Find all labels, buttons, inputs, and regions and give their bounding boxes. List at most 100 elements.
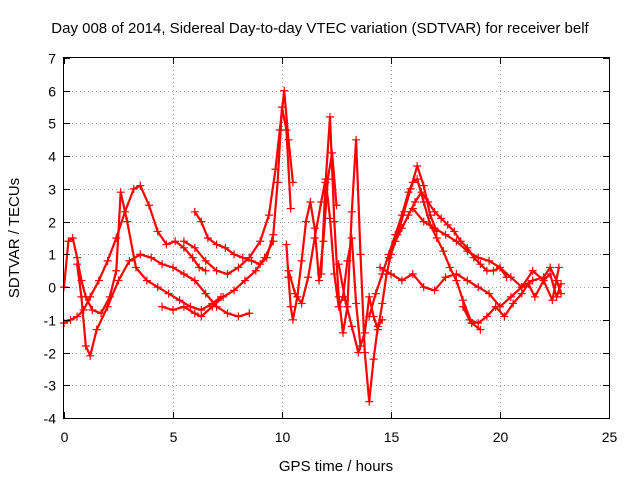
data-point-plus bbox=[376, 263, 385, 272]
data-point-plus bbox=[190, 207, 199, 216]
data-point-plus bbox=[365, 397, 374, 406]
series-satellite-track-2 bbox=[60, 188, 225, 318]
data-point-plus bbox=[179, 302, 188, 311]
data-point-plus bbox=[408, 178, 417, 187]
data-point-plus bbox=[245, 309, 254, 318]
data-point-plus bbox=[474, 283, 483, 292]
y-tick-label: 2 bbox=[48, 215, 56, 231]
data-point-plus bbox=[404, 188, 413, 197]
data-point-plus bbox=[347, 322, 356, 331]
data-point-plus bbox=[476, 260, 485, 269]
data-point-plus bbox=[212, 240, 221, 249]
data-point-plus bbox=[352, 135, 361, 144]
data-point-plus bbox=[136, 250, 145, 259]
data-point-plus bbox=[114, 276, 123, 285]
data-point-plus bbox=[190, 276, 199, 285]
data-point-plus bbox=[437, 214, 446, 223]
data-point-plus bbox=[256, 237, 265, 246]
data-point-plus bbox=[334, 292, 343, 301]
data-point-plus bbox=[288, 178, 297, 187]
data-point-plus bbox=[404, 211, 413, 220]
data-point-plus bbox=[334, 260, 343, 269]
data-point-plus bbox=[321, 178, 330, 187]
data-point-plus bbox=[94, 276, 103, 285]
data-point-plus bbox=[489, 266, 498, 275]
data-point-plus bbox=[284, 135, 293, 144]
y-tick-label: -1 bbox=[44, 313, 57, 329]
data-point-plus bbox=[197, 217, 206, 226]
data-point-plus bbox=[179, 270, 188, 278]
x-tick-label: 10 bbox=[275, 429, 291, 445]
data-point-plus bbox=[410, 198, 419, 206]
data-point-plus bbox=[441, 273, 450, 282]
data-point-plus bbox=[131, 263, 140, 272]
series-satellite-track-9 bbox=[317, 112, 387, 406]
data-point-plus bbox=[432, 234, 441, 242]
data-point-plus bbox=[297, 299, 306, 308]
data-point-plus bbox=[171, 237, 180, 246]
data-point-plus bbox=[286, 204, 295, 213]
data-point-plus bbox=[356, 250, 365, 259]
data-point-plus bbox=[430, 207, 439, 216]
data-point-plus bbox=[280, 86, 289, 95]
data-point-plus bbox=[530, 292, 539, 301]
data-point-plus bbox=[506, 273, 515, 282]
data-point-plus bbox=[485, 256, 494, 265]
axis-ticks bbox=[64, 58, 610, 419]
data-point-plus bbox=[463, 247, 472, 256]
series-trace bbox=[285, 151, 338, 321]
y-tick-label: 4 bbox=[48, 149, 56, 165]
data-point-plus bbox=[419, 217, 428, 226]
data-point-plus bbox=[208, 302, 217, 311]
data-point-plus bbox=[548, 296, 557, 305]
data-point-plus bbox=[201, 266, 210, 275]
data-point-plus bbox=[158, 260, 167, 269]
data-point-plus bbox=[230, 250, 239, 259]
data-point-plus bbox=[240, 276, 249, 285]
data-point-plus bbox=[291, 289, 300, 298]
data-point-plus bbox=[419, 181, 428, 190]
data-point-plus bbox=[64, 237, 73, 246]
data-series bbox=[60, 86, 566, 406]
series-trace bbox=[379, 266, 563, 308]
data-point-plus bbox=[112, 266, 121, 275]
data-point-plus bbox=[245, 253, 254, 262]
data-point-plus bbox=[491, 302, 500, 311]
y-tick-label: 1 bbox=[48, 247, 56, 263]
data-point-plus bbox=[195, 263, 204, 272]
data-point-plus bbox=[201, 256, 210, 265]
data-point-plus bbox=[169, 263, 177, 272]
data-point-plus bbox=[528, 276, 537, 285]
data-point-plus bbox=[169, 306, 177, 314]
data-point-plus bbox=[485, 289, 494, 298]
data-point-plus bbox=[354, 348, 363, 357]
data-point-plus bbox=[341, 296, 350, 305]
series-satellite-track-12 bbox=[384, 188, 511, 282]
data-point-plus bbox=[212, 266, 221, 275]
data-point-plus bbox=[528, 266, 537, 275]
series-satellite-track-1 bbox=[60, 181, 210, 328]
data-point-plus bbox=[288, 315, 297, 324]
data-point-plus bbox=[125, 256, 134, 265]
data-point-plus bbox=[142, 276, 151, 285]
series-trace bbox=[193, 105, 292, 266]
y-tick-label: -2 bbox=[44, 346, 57, 362]
data-point-plus bbox=[339, 328, 348, 337]
chart-title: Day 008 of 2014, Sidereal Day-to-day VTE… bbox=[51, 20, 589, 37]
data-point-plus bbox=[273, 178, 282, 187]
data-point-plus bbox=[136, 181, 145, 190]
data-point-plus bbox=[158, 302, 167, 311]
data-point-plus bbox=[190, 243, 199, 252]
data-point-plus bbox=[443, 220, 452, 229]
data-point-plus bbox=[153, 227, 162, 236]
data-point-plus bbox=[391, 237, 400, 246]
data-point-plus bbox=[315, 276, 324, 285]
data-point-plus bbox=[360, 328, 369, 337]
data-point-plus bbox=[554, 263, 563, 272]
data-point-plus bbox=[251, 266, 260, 275]
data-point-plus bbox=[474, 253, 483, 262]
y-tick-label: 3 bbox=[48, 182, 56, 198]
series-satellite-track-15 bbox=[458, 263, 563, 328]
data-point-plus bbox=[373, 325, 382, 334]
data-point-plus bbox=[92, 325, 101, 334]
